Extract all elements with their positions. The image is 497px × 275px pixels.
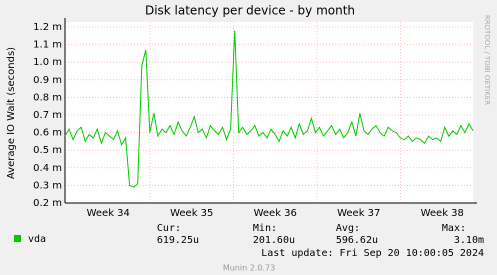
y-axis-label: Average IO Wait (seconds) [6, 47, 17, 179]
y-tick-label: 1.2 m [33, 22, 62, 33]
plot-area [65, 22, 473, 203]
stat-label: Min: [253, 223, 277, 234]
x-tick-label: Week 34 [87, 208, 130, 219]
y-tick-label: 0.3 m [33, 180, 62, 191]
legend-swatch [14, 235, 21, 242]
x-tick-label: Week 37 [337, 208, 380, 219]
stat-label: Max: [442, 223, 466, 234]
legend-label: vda [28, 234, 46, 245]
y-tick-label: 0.5 m [33, 145, 62, 156]
x-tick-label: Week 35 [170, 208, 213, 219]
y-tick-label: 0.4 m [33, 163, 62, 174]
stat-value: 596.62u [336, 235, 378, 246]
y-tick-label: 0.8 m [33, 92, 62, 103]
y-tick-label: 0.2 m [33, 198, 62, 209]
y-tick-label: 1.0 m [33, 57, 62, 68]
y-tick-label: 0.6 m [33, 128, 62, 139]
side-label: RRDTOOL / TOBI OETIKER [483, 15, 491, 105]
x-tick-label: Week 38 [421, 208, 464, 219]
y-tick-label: 0.9 m [33, 75, 62, 86]
stat-label: Avg: [336, 223, 360, 234]
y-tick-label: 1.1 m [33, 40, 62, 51]
y-tick-label: 0.7 m [33, 110, 62, 121]
stat-value: 619.25u [157, 235, 199, 246]
last-update: Last update: Fri Sep 20 10:00:05 2024 [261, 248, 484, 259]
stat-value: 3.10m [454, 235, 484, 246]
x-tick-label: Week 36 [254, 208, 297, 219]
stat-label: Cur: [157, 223, 181, 234]
data-line [64, 30, 474, 188]
chart-title: Disk latency per device - by month [145, 4, 355, 18]
stat-value: 201.60u [253, 235, 295, 246]
footer: Munin 2.0.73 [223, 264, 275, 273]
